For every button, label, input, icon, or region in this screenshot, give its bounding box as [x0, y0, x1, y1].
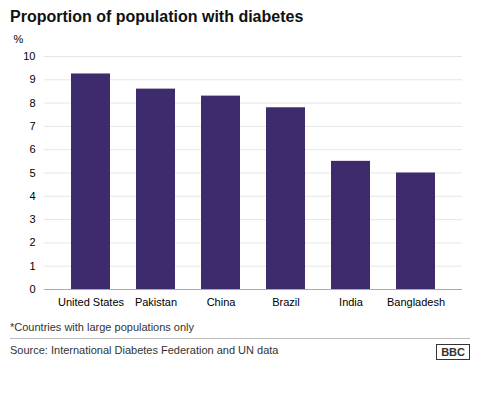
svg-text:1: 1 — [29, 260, 35, 272]
svg-text:Bangladesh: Bangladesh — [387, 296, 445, 308]
svg-text:China: China — [207, 296, 237, 308]
svg-text:0: 0 — [29, 283, 35, 295]
svg-text:2: 2 — [29, 236, 35, 248]
svg-text:7: 7 — [29, 120, 35, 132]
svg-text:Pakistan: Pakistan — [135, 296, 177, 308]
svg-text:9: 9 — [29, 73, 35, 85]
html-text:Source: International Diabetes: Source: International Diabetes Federatio… — [10, 344, 279, 356]
svg-text:4: 4 — [29, 190, 35, 202]
svg-text:United States: United States — [58, 296, 125, 308]
svg-text:5: 5 — [29, 167, 35, 179]
html-text:*Countries with large populati: *Countries with large populations only — [10, 321, 195, 333]
svg-text:10: 10 — [23, 50, 35, 62]
svg-text:%: % — [14, 33, 24, 45]
html-text:Proportion of population with: Proportion of population with diabetes — [10, 8, 304, 25]
svg-text:Brazil: Brazil — [272, 296, 300, 308]
html-text:BBC: BBC — [441, 346, 465, 358]
svg-text:India: India — [339, 296, 364, 308]
svg-text:6: 6 — [29, 143, 35, 155]
svg-text:8: 8 — [29, 97, 35, 109]
svg-text:3: 3 — [29, 213, 35, 225]
